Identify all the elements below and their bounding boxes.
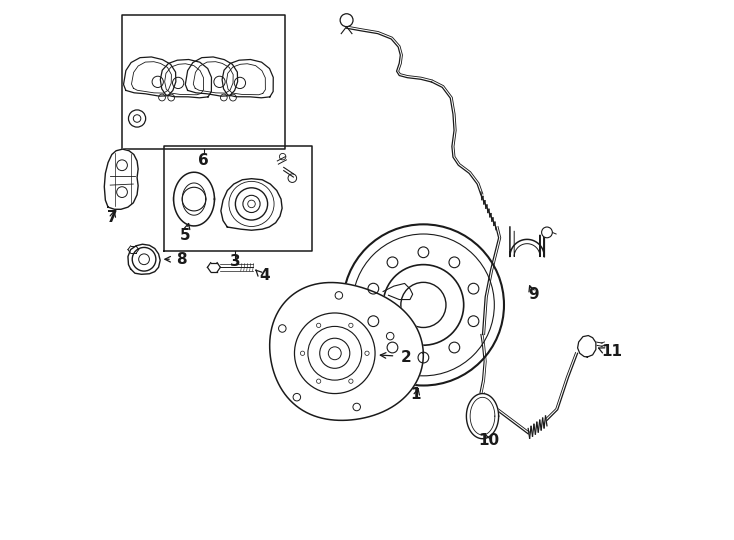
Text: 8: 8 [176, 252, 186, 267]
Text: 9: 9 [528, 287, 539, 302]
Circle shape [542, 227, 553, 238]
Text: 2: 2 [400, 349, 411, 364]
Polygon shape [185, 57, 238, 96]
Polygon shape [466, 394, 498, 438]
Circle shape [352, 234, 494, 376]
Text: 6: 6 [198, 153, 209, 168]
Circle shape [368, 316, 379, 327]
Circle shape [449, 342, 459, 353]
Polygon shape [269, 282, 424, 420]
Circle shape [368, 284, 379, 294]
Polygon shape [578, 335, 596, 357]
Polygon shape [128, 244, 160, 274]
Circle shape [418, 352, 429, 363]
Circle shape [387, 257, 398, 268]
Polygon shape [104, 149, 138, 210]
Text: 7: 7 [106, 210, 117, 225]
Text: 10: 10 [478, 433, 499, 448]
Circle shape [418, 247, 429, 258]
Polygon shape [160, 59, 211, 98]
Circle shape [387, 342, 398, 353]
Polygon shape [221, 179, 282, 230]
Text: 3: 3 [230, 254, 241, 269]
Circle shape [128, 110, 145, 127]
Polygon shape [123, 57, 176, 96]
Circle shape [468, 284, 479, 294]
Polygon shape [174, 172, 214, 226]
Circle shape [449, 257, 459, 268]
Circle shape [401, 282, 446, 327]
Text: 4: 4 [260, 268, 270, 283]
Text: 11: 11 [601, 344, 622, 359]
Text: 5: 5 [180, 228, 191, 243]
Circle shape [343, 224, 504, 386]
Polygon shape [222, 59, 273, 98]
Circle shape [174, 179, 214, 219]
Circle shape [468, 316, 479, 327]
Text: 1: 1 [410, 387, 421, 402]
Circle shape [340, 14, 353, 26]
Circle shape [132, 247, 156, 271]
Circle shape [236, 188, 268, 220]
Circle shape [383, 265, 464, 345]
